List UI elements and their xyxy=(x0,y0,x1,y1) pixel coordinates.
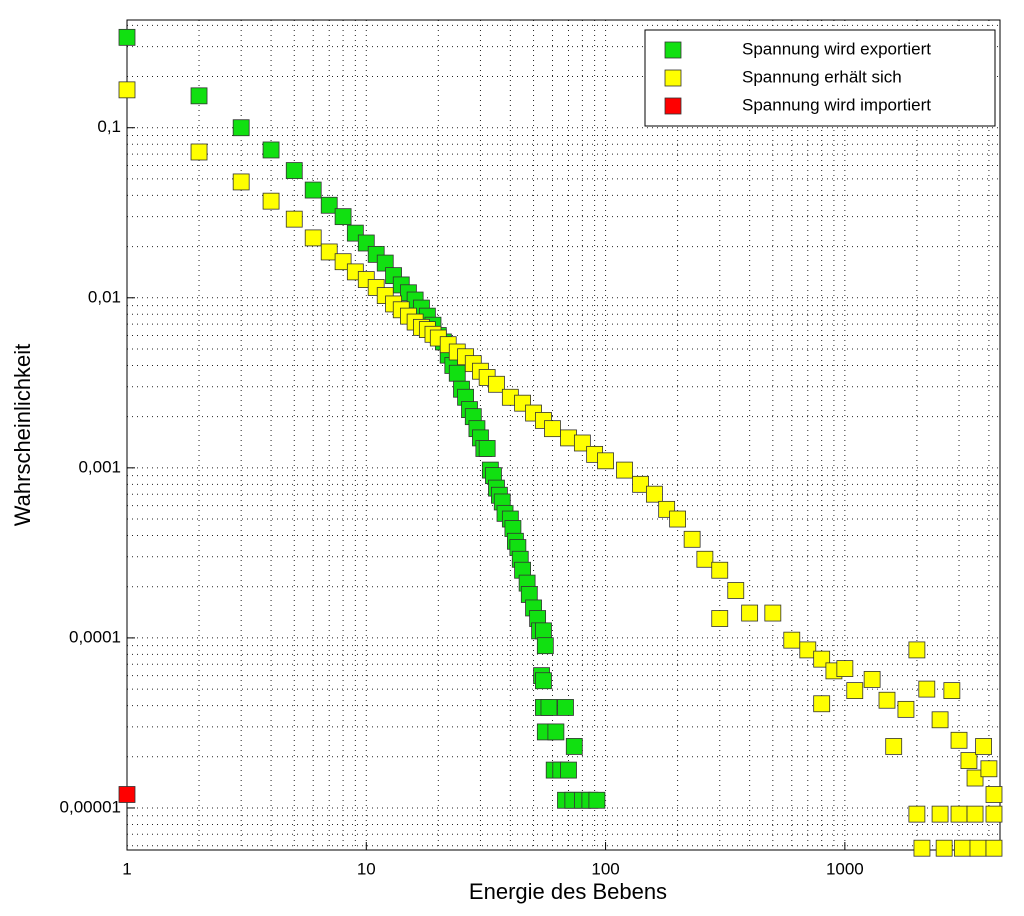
marker xyxy=(931,805,949,823)
x-tick-label: 1 xyxy=(122,859,131,878)
marker xyxy=(540,699,558,716)
legend-label: Spannung wird exportiert xyxy=(742,39,931,58)
legend-marker xyxy=(664,97,682,115)
y-tick-label: 0,01 xyxy=(88,287,121,306)
y-tick-label: 0,001 xyxy=(78,457,121,476)
marker xyxy=(741,604,759,622)
x-axis-title: Energie des Bebens xyxy=(469,879,667,904)
marker xyxy=(764,604,782,622)
marker xyxy=(975,738,992,755)
marker xyxy=(304,181,322,199)
y-tick-label: 0,1 xyxy=(97,117,121,136)
marker xyxy=(334,208,352,226)
marker xyxy=(544,420,561,438)
marker xyxy=(954,839,971,857)
marker xyxy=(950,805,968,823)
plot-frame xyxy=(126,19,1001,851)
marker xyxy=(488,375,505,393)
marker xyxy=(616,461,633,479)
marker xyxy=(799,641,817,659)
marker xyxy=(478,440,496,457)
marker xyxy=(646,485,663,503)
x-tick-label: 100 xyxy=(591,859,619,878)
marker xyxy=(669,510,687,528)
marker xyxy=(565,738,583,755)
marker xyxy=(813,695,831,713)
marker xyxy=(285,210,303,228)
marker xyxy=(931,711,949,729)
legend-label: Spannung wird importiert xyxy=(742,95,931,114)
marker xyxy=(863,671,881,688)
marker xyxy=(885,738,903,755)
marker xyxy=(304,229,322,247)
marker xyxy=(908,805,926,823)
marker xyxy=(190,143,208,161)
marker xyxy=(897,700,915,718)
marker xyxy=(878,691,896,709)
marker xyxy=(535,622,552,640)
marker xyxy=(118,786,136,803)
x-tick-label: 1000 xyxy=(826,859,864,878)
marker xyxy=(262,141,280,159)
marker xyxy=(320,243,338,261)
marker xyxy=(943,682,961,699)
marker xyxy=(969,839,987,857)
marker xyxy=(966,769,984,787)
marker xyxy=(696,550,714,568)
marker xyxy=(783,631,801,649)
marker xyxy=(118,28,136,46)
marker xyxy=(711,610,729,627)
marker xyxy=(262,192,280,210)
marker xyxy=(232,119,250,137)
marker xyxy=(557,699,574,716)
marker xyxy=(985,839,1003,857)
marker xyxy=(560,761,577,779)
legend-marker xyxy=(664,69,682,87)
marker xyxy=(632,475,649,493)
x-tick-label: 10 xyxy=(357,859,376,878)
marker xyxy=(285,162,303,179)
marker xyxy=(935,839,953,857)
marker xyxy=(711,561,729,579)
marker xyxy=(547,723,565,741)
marker xyxy=(985,805,1003,823)
marker xyxy=(960,752,978,769)
marker xyxy=(836,660,854,677)
marker xyxy=(985,786,1003,803)
marker xyxy=(908,641,926,659)
marker xyxy=(980,760,998,778)
marker xyxy=(535,672,552,690)
marker xyxy=(918,680,936,698)
marker xyxy=(913,839,931,857)
marker xyxy=(727,582,745,599)
marker xyxy=(966,805,984,823)
y-tick-label: 0,0001 xyxy=(69,627,121,646)
legend-label: Spannung erhält sich xyxy=(742,67,902,86)
marker xyxy=(846,682,864,699)
y-tick-label: 0,00001 xyxy=(60,797,121,816)
legend-marker xyxy=(664,41,682,59)
marker xyxy=(536,637,554,655)
marker xyxy=(118,81,136,99)
marker xyxy=(597,452,614,470)
marker xyxy=(232,173,250,191)
y-axis-title: Wahrscheinlichkeit xyxy=(10,344,35,527)
marker xyxy=(448,364,466,382)
legend-box xyxy=(644,29,996,127)
marker xyxy=(190,87,208,105)
marker xyxy=(588,791,606,809)
marker xyxy=(683,530,701,548)
marker xyxy=(320,196,338,214)
marker xyxy=(950,731,968,749)
